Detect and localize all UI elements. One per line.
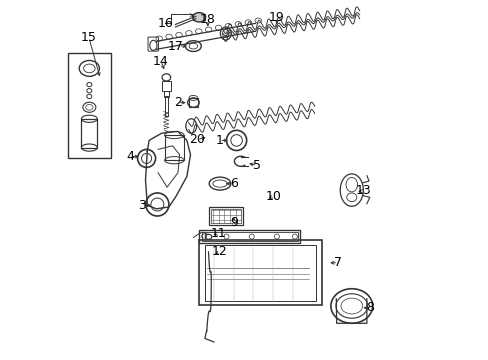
Text: 7: 7 bbox=[333, 256, 342, 269]
Text: 12: 12 bbox=[212, 246, 227, 258]
Text: 4: 4 bbox=[126, 150, 134, 163]
Text: 19: 19 bbox=[268, 11, 284, 24]
Text: 1: 1 bbox=[215, 134, 223, 147]
Text: 9: 9 bbox=[229, 216, 237, 229]
Text: 2: 2 bbox=[174, 96, 182, 109]
Bar bbox=[164, 96, 168, 116]
Text: 11: 11 bbox=[210, 227, 226, 240]
Text: 5: 5 bbox=[253, 159, 261, 172]
Bar bbox=[199, 240, 321, 305]
Bar bbox=[204, 245, 316, 301]
Bar bbox=[199, 230, 300, 243]
Bar bbox=[81, 119, 97, 148]
Text: 17: 17 bbox=[168, 40, 183, 53]
Text: 6: 6 bbox=[229, 177, 237, 190]
Text: 8: 8 bbox=[366, 301, 374, 314]
Bar bbox=[164, 135, 184, 160]
Bar bbox=[211, 209, 241, 223]
Text: 18: 18 bbox=[200, 13, 215, 26]
Bar bbox=[163, 91, 169, 97]
Text: 20: 20 bbox=[189, 133, 204, 146]
Bar bbox=[209, 207, 243, 225]
Text: 10: 10 bbox=[265, 190, 281, 203]
Text: 3: 3 bbox=[138, 199, 145, 212]
Bar bbox=[68, 53, 110, 158]
Text: 14: 14 bbox=[153, 55, 168, 68]
Text: 16: 16 bbox=[157, 17, 173, 30]
Bar bbox=[162, 81, 170, 91]
Text: 15: 15 bbox=[81, 31, 97, 44]
Bar bbox=[189, 98, 197, 107]
Text: 13: 13 bbox=[355, 184, 370, 197]
Ellipse shape bbox=[192, 13, 205, 22]
Bar bbox=[202, 232, 297, 241]
